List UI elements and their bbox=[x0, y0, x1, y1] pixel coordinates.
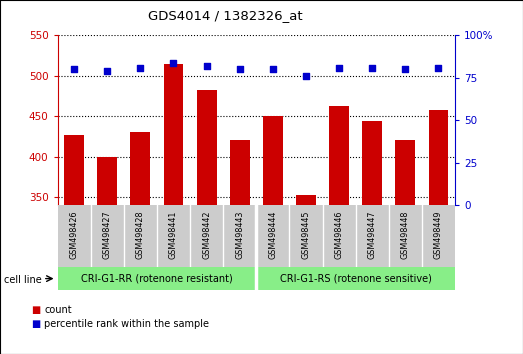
Bar bbox=[164, 64, 184, 205]
Bar bbox=[428, 110, 448, 205]
Point bbox=[335, 65, 343, 70]
Point bbox=[202, 63, 211, 69]
Text: percentile rank within the sample: percentile rank within the sample bbox=[44, 319, 209, 329]
Text: GSM498449: GSM498449 bbox=[434, 210, 443, 259]
Bar bbox=[296, 195, 316, 205]
Text: GSM498441: GSM498441 bbox=[169, 210, 178, 259]
Text: GSM498445: GSM498445 bbox=[301, 210, 311, 259]
Text: GSM498443: GSM498443 bbox=[235, 210, 244, 259]
Bar bbox=[58, 267, 256, 290]
Text: ■: ■ bbox=[31, 305, 41, 315]
Point bbox=[269, 67, 277, 72]
Bar bbox=[64, 135, 84, 205]
Text: GSM498446: GSM498446 bbox=[335, 210, 344, 259]
Point bbox=[235, 67, 244, 72]
Point bbox=[70, 67, 78, 72]
Text: CRI-G1-RR (rotenone resistant): CRI-G1-RR (rotenone resistant) bbox=[81, 274, 233, 284]
Bar bbox=[97, 157, 117, 205]
Point bbox=[434, 65, 442, 70]
Point bbox=[136, 65, 144, 70]
Text: GSM498426: GSM498426 bbox=[70, 210, 78, 259]
Text: GSM498448: GSM498448 bbox=[401, 210, 410, 259]
Text: GDS4014 / 1382326_at: GDS4014 / 1382326_at bbox=[147, 9, 302, 22]
Point bbox=[302, 73, 310, 79]
Point bbox=[103, 68, 111, 74]
Point bbox=[401, 67, 410, 72]
Bar bbox=[362, 121, 382, 205]
Bar bbox=[263, 116, 283, 205]
Text: GSM498444: GSM498444 bbox=[268, 210, 277, 259]
Bar bbox=[230, 140, 249, 205]
Text: GSM498442: GSM498442 bbox=[202, 210, 211, 259]
Point bbox=[169, 60, 178, 65]
Text: GSM498427: GSM498427 bbox=[103, 210, 112, 259]
Text: count: count bbox=[44, 305, 72, 315]
Bar bbox=[197, 90, 217, 205]
Text: cell line: cell line bbox=[4, 275, 42, 285]
Bar bbox=[130, 132, 150, 205]
Text: GSM498447: GSM498447 bbox=[368, 210, 377, 259]
Text: GSM498428: GSM498428 bbox=[136, 210, 145, 259]
Text: ■: ■ bbox=[31, 319, 41, 329]
Bar bbox=[256, 267, 455, 290]
Bar bbox=[329, 106, 349, 205]
Bar bbox=[395, 140, 415, 205]
Text: CRI-G1-RS (rotenone sensitive): CRI-G1-RS (rotenone sensitive) bbox=[280, 274, 431, 284]
Point bbox=[368, 65, 377, 70]
